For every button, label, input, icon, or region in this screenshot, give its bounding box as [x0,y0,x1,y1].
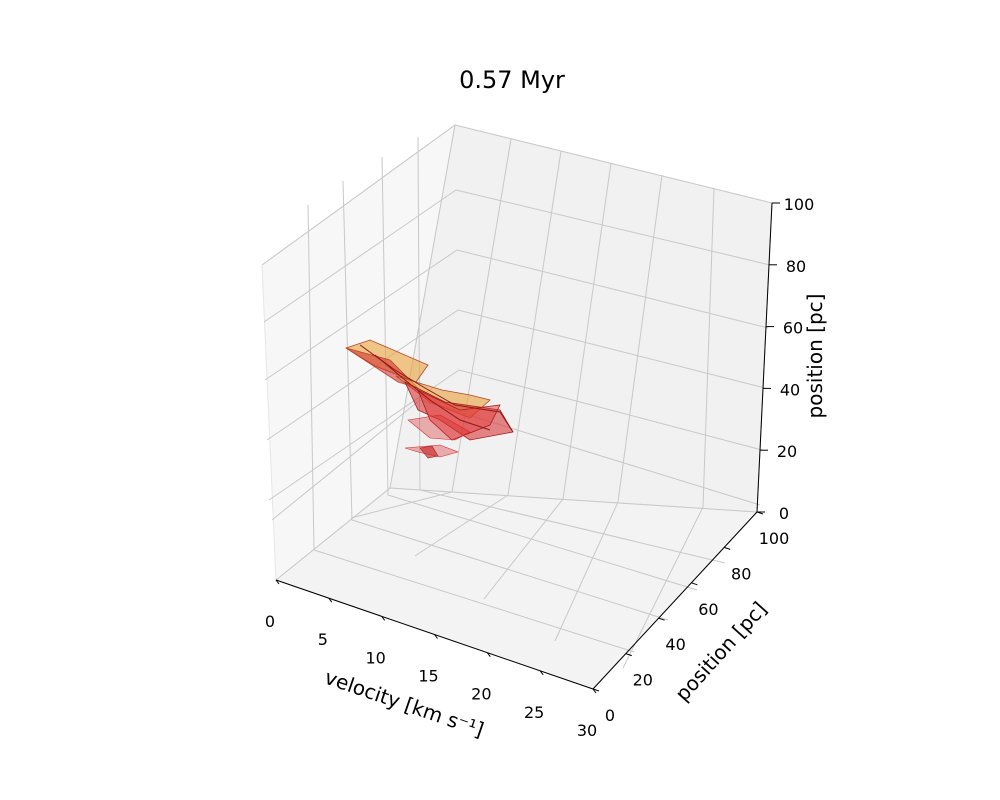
x-axis-tick-label: 10 [365,648,385,667]
grid-line [414,150,562,557]
surface-edge [359,344,514,433]
z-axis-tick-label: 100 [784,195,815,214]
y-axis-tick [691,582,698,586]
x-axis-tick-label: 20 [471,685,491,704]
z-axis-tick-label: 20 [777,442,797,461]
y-axis-tick-label: 0 [605,706,615,725]
z-axis-line [756,202,773,513]
surface-edge [374,354,491,431]
grid-line [266,309,766,441]
y-axis-tick-label: 20 [633,671,653,690]
grid-line [263,189,771,323]
x-axis-tick [328,597,333,603]
y-axis-tick-label: 40 [665,635,685,654]
x-axis-label: velocity [km s⁻¹] [322,665,487,742]
x-axis-tick [539,670,544,676]
grid-line [268,369,763,501]
z-axis-tick-label: 60 [783,319,803,338]
y-axis-tick-label: 60 [698,600,718,619]
grid-line [342,180,669,621]
chart-title: 0.57 Myr [459,66,565,94]
grid-line [307,204,635,653]
surface [345,339,514,459]
grid-line [381,156,698,591]
z-axis-tick-label: 0 [779,504,789,523]
y-axis-tick [724,546,731,550]
x-axis-tick-label: 30 [577,721,597,740]
y-axis-line [592,511,758,690]
y-axis-tick-label: 100 [759,529,790,548]
y-axis-tick [592,688,600,692]
x-axis-tick [486,652,491,657]
y-axis-tick [658,617,665,621]
grid-line [554,174,663,642]
grid-line [261,124,773,266]
ticks: 0 5 10 15 20 25 30 0 20 40 60 80 100 0 20 40 60 80 100 [265,195,814,740]
z-axis-label: position [pc] [803,294,827,419]
x-axis-tick [381,616,386,621]
surface-facet [417,389,501,441]
y-axis-tick [625,653,632,657]
x-axis-tick-label: 25 [524,703,544,722]
x-axis-tick-label: 15 [418,667,438,686]
surface-facet [407,414,471,441]
z-axis-tick-label: 40 [780,380,800,399]
x-axis-tick-label: 5 [318,630,328,649]
z-axis-tick-label: 80 [786,257,806,276]
x-axis-tick-label: 0 [265,612,275,631]
surface-facet [419,445,439,459]
grid-line [264,249,769,381]
x-axis-tick [275,579,280,585]
x-axis-tick [434,634,438,639]
grid-line [389,487,758,513]
y-axis-tick-label: 80 [731,564,751,583]
